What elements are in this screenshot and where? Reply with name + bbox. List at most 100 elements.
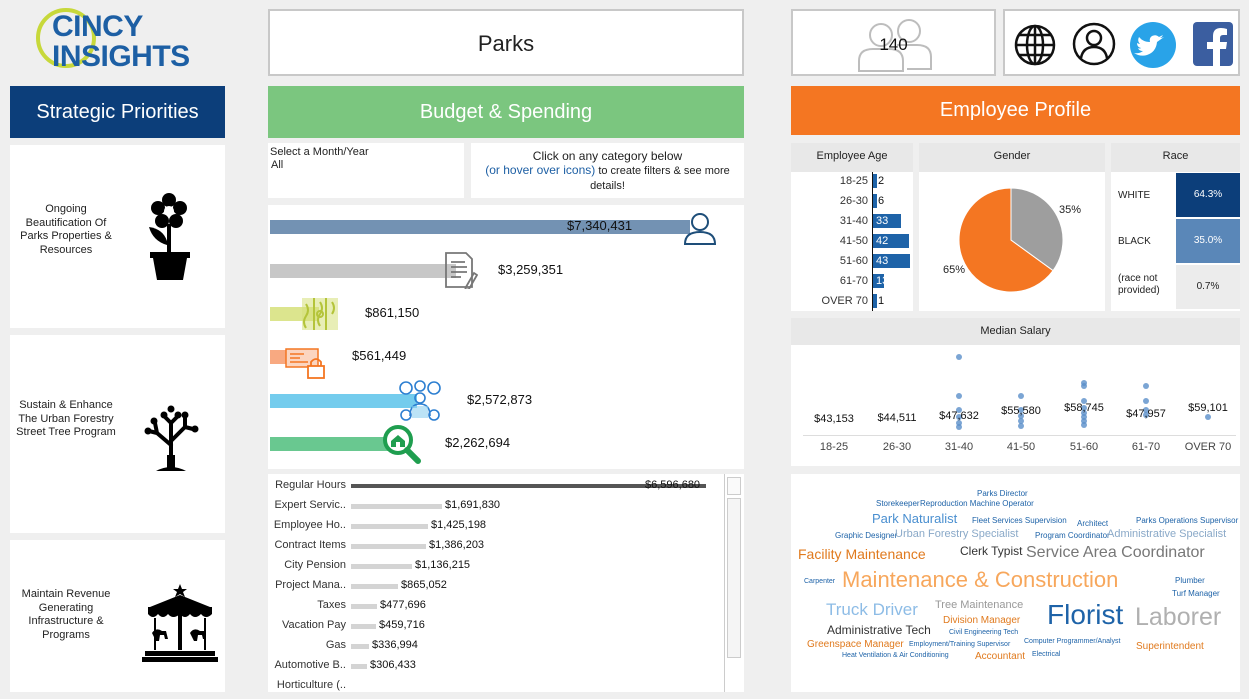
person-icon[interactable] [682,211,718,247]
job-title-word[interactable]: Architect [1077,519,1109,528]
check-lock-icon[interactable] [284,345,328,379]
salary-point[interactable] [956,414,962,420]
age-bar[interactable]: 13 [873,274,888,288]
priority-card-revenue-infrastructure[interactable]: Maintain Revenue Generating Infrastructu… [10,540,225,692]
salary-point[interactable] [1081,383,1087,389]
expense-bar[interactable] [351,644,369,649]
salary-point[interactable] [956,407,962,413]
facebook-icon[interactable] [1192,21,1234,67]
job-title-word[interactable]: Division Manager [943,615,1021,626]
services-icon[interactable] [398,380,442,422]
expense-label[interactable]: Contract Items [274,539,346,551]
salary-point[interactable] [1081,422,1087,428]
scroll-up-button[interactable] [727,477,741,495]
user-circle-icon[interactable] [1071,21,1117,67]
race-value[interactable]: 0.7% [1176,265,1240,309]
job-title-word[interactable]: Facility Maintenance [798,546,926,562]
job-title-word[interactable]: Computer Programmer/Analyst [1024,638,1121,645]
job-title-word[interactable]: Carpenter [804,578,836,585]
job-title-word[interactable]: Clerk Typist [960,544,1023,558]
salary-point[interactable] [1081,405,1087,411]
job-title-word[interactable]: Turf Manager [1172,589,1220,598]
expense-bar[interactable] [351,664,367,669]
expense-label[interactable]: Horticulture (.. [276,679,346,691]
job-title-word[interactable]: Reproduction Machine Operator [920,499,1034,508]
expense-label[interactable]: City Pension [284,559,346,571]
salary-point[interactable] [1081,410,1087,416]
salary-point[interactable] [1018,413,1024,419]
month-year-filter[interactable]: Select a Month/Year All [268,143,464,198]
salary-point[interactable] [1081,398,1087,404]
salary-point[interactable] [1143,383,1149,389]
job-title-word[interactable]: Florist [1047,599,1124,630]
salary-point[interactable] [1018,418,1024,424]
expense-bar[interactable] [351,624,376,629]
salary-point[interactable] [1143,398,1149,404]
expense-label[interactable]: Automotive B.. [274,659,346,671]
category-bar[interactable] [270,264,456,278]
gender-pie-chart[interactable] [958,187,1064,293]
job-title-word[interactable]: Fleet Services Supervision [972,516,1067,525]
salary-point[interactable] [956,393,962,399]
salary-point[interactable] [1081,418,1087,424]
job-title-word[interactable]: Electrical [1032,651,1061,658]
job-title-word[interactable]: Administrative Specialist [1107,528,1227,540]
category-bar[interactable] [270,394,417,408]
expense-label[interactable]: Vacation Pay [281,619,346,631]
expense-label[interactable]: Employee Ho.. [273,519,346,531]
search-house-icon[interactable] [382,424,422,466]
job-title-word[interactable]: Service Area Coordinator [1026,544,1205,561]
race-value[interactable]: 64.3% [1176,173,1240,217]
salary-point[interactable] [956,424,962,430]
job-title-word[interactable]: Urban Forestry Specialist [895,528,1019,540]
expense-bar[interactable] [351,564,412,569]
expense-bar[interactable] [351,484,706,488]
salary-point[interactable] [1018,407,1024,413]
priority-card-urban-forestry[interactable]: Sustain & Enhance The Urban Forestry Str… [10,335,225,533]
job-title-word[interactable]: Heat Ventilation & Air Conditioning [842,652,949,659]
race-value[interactable]: 35.0% [1176,219,1240,263]
category-bar[interactable] [270,220,690,234]
job-title-word[interactable]: Laborer [1135,603,1222,631]
salary-point[interactable] [1018,423,1024,429]
expense-scrollbar[interactable] [724,474,742,692]
expense-label[interactable]: Regular Hours [275,479,346,491]
age-bar[interactable]: 1 [873,294,884,308]
job-title-word[interactable]: Employment/Training Supervisor [909,641,1011,648]
job-title-word[interactable]: Maintenance & Construction [842,567,1119,592]
salary-point[interactable] [1018,393,1024,399]
job-title-word[interactable]: Graphic Designer [835,531,898,540]
expense-bar[interactable] [351,604,377,609]
expense-label[interactable]: Gas [325,639,346,651]
priority-card-beautification[interactable]: Ongoing Beautification Of Parks Properti… [10,145,225,328]
scroll-thumb[interactable] [727,498,741,658]
salary-point[interactable] [956,354,962,360]
salary-point[interactable] [1205,414,1211,420]
document-icon[interactable] [442,251,478,289]
job-title-word[interactable]: Greenspace Manager [807,639,904,650]
expense-label[interactable]: Project Mana.. [275,579,346,591]
job-title-word[interactable]: Administrative Tech [827,623,931,637]
globe-icon[interactable] [1013,23,1057,67]
expense-label[interactable]: Taxes [317,599,346,611]
salary-point[interactable] [1143,407,1149,413]
age-bar[interactable]: 33 [873,214,901,228]
expense-bar[interactable] [351,504,442,509]
expense-bar[interactable] [351,524,428,529]
job-title-word[interactable]: Tree Maintenance [935,599,1024,611]
job-title-word[interactable]: Plumber [1175,576,1205,585]
salary-point[interactable] [1143,412,1149,418]
salary-point[interactable] [956,420,962,426]
wood-icon[interactable] [300,296,340,332]
job-title-word[interactable]: Park Naturalist [872,511,958,526]
expense-label[interactable]: Expert Servic.. [274,499,346,511]
age-bar[interactable]: 43 [873,254,910,268]
age-bar[interactable]: 42 [873,234,909,248]
expense-bar[interactable] [351,544,426,549]
job-title-word[interactable]: Parks Operations Supervisor [1136,516,1239,525]
job-title-word[interactable]: Accountant [975,651,1026,662]
salary-point[interactable] [1081,414,1087,420]
job-title-word[interactable]: Superintendent [1136,641,1204,652]
job-title-word[interactable]: Storekeeper [876,499,920,508]
twitter-icon[interactable] [1129,21,1177,69]
